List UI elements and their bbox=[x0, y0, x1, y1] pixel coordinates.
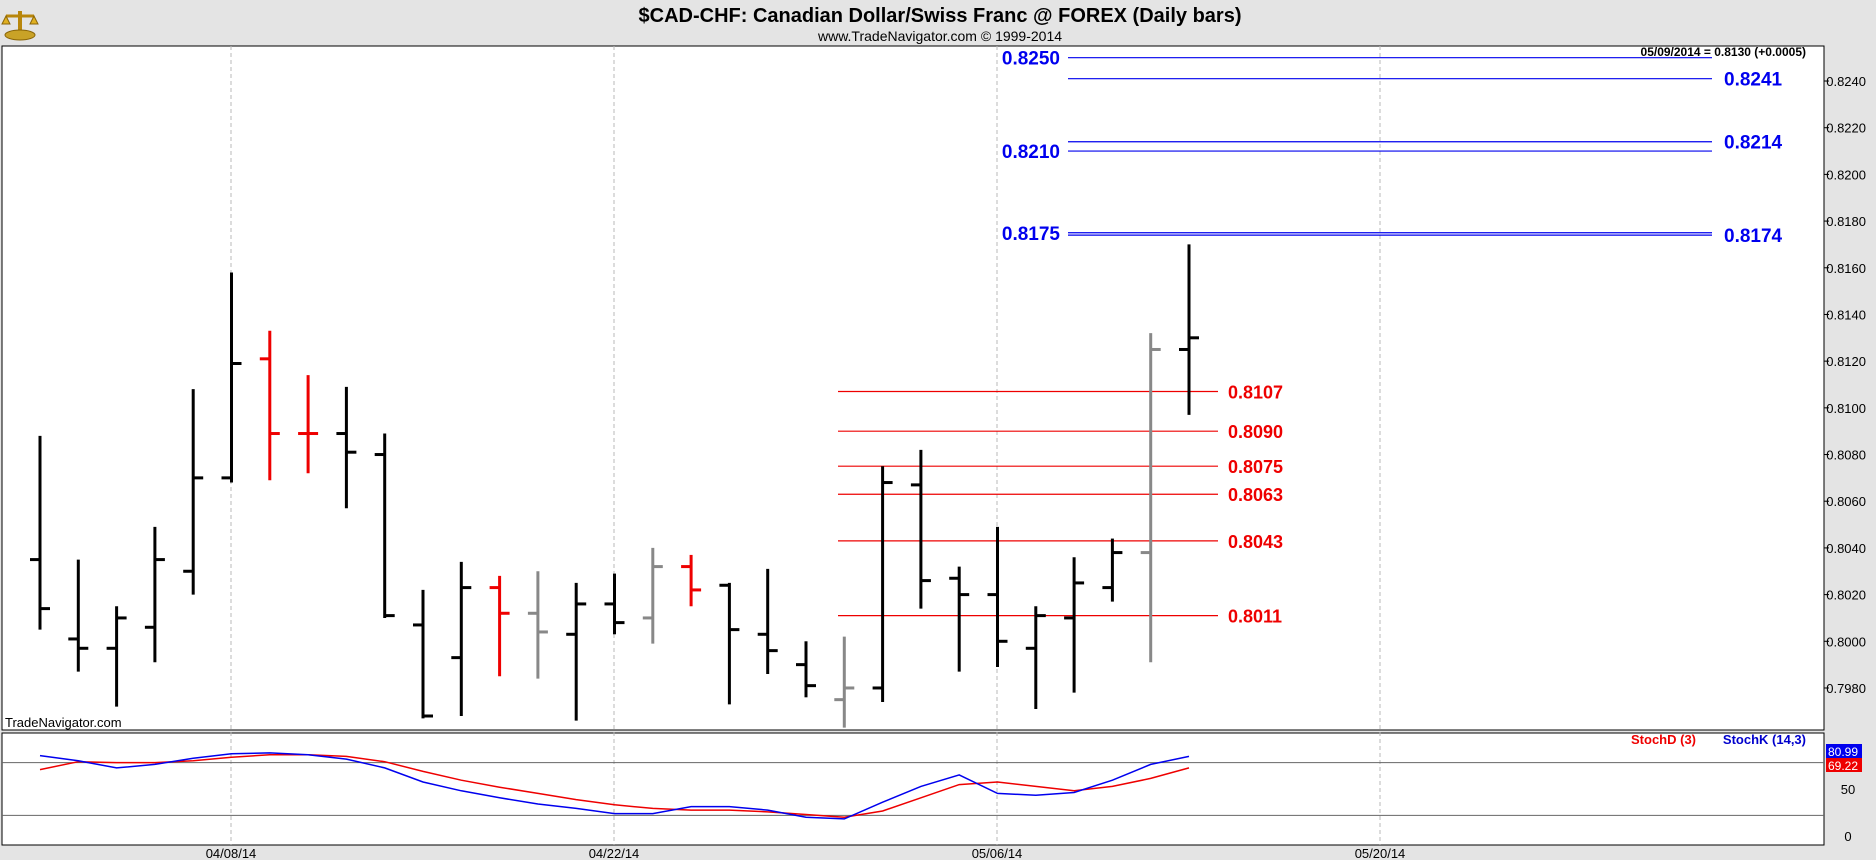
scales-logo-icon bbox=[1, 11, 39, 41]
ohlc-bar bbox=[451, 561, 472, 716]
stochastic-series-line bbox=[39, 753, 1190, 818]
ohlc-bar bbox=[413, 589, 433, 719]
stochk-badge bbox=[1826, 744, 1862, 758]
price-bars bbox=[30, 244, 1199, 728]
ohlc-bar bbox=[1025, 606, 1046, 709]
ohlc-bar bbox=[604, 573, 625, 635]
ohlc-bar bbox=[642, 547, 663, 644]
ohlc-bar bbox=[106, 606, 127, 707]
support-label: 0.8063 bbox=[1228, 485, 1283, 505]
ohlc-bar bbox=[527, 571, 548, 679]
ohlc-bar bbox=[910, 449, 931, 609]
resistance-label: 0.8175 bbox=[1002, 224, 1061, 245]
ohlc-bar bbox=[834, 636, 855, 728]
ohlc-bar bbox=[719, 582, 740, 705]
resistance-label: 0.8250 bbox=[1002, 49, 1060, 70]
price-panel bbox=[1, 45, 1825, 731]
chart-subtitle: www.TradeNavigator.com © 1999-2014 bbox=[817, 28, 1062, 44]
date-tick-label: 05/06/14 bbox=[972, 846, 1023, 860]
ohlc-bar bbox=[681, 554, 702, 607]
ohlc-bar bbox=[987, 526, 1008, 667]
stochastic-lines bbox=[2, 752, 1824, 820]
support-label: 0.8107 bbox=[1228, 383, 1283, 403]
support-label: 0.8011 bbox=[1228, 607, 1282, 627]
support-label: 0.8075 bbox=[1228, 457, 1283, 477]
ohlc-bar bbox=[144, 526, 165, 663]
ohlc-bar bbox=[183, 389, 204, 595]
ohlc-bar bbox=[1102, 538, 1123, 602]
ohlc-bar bbox=[374, 433, 395, 618]
ohlc-bar bbox=[796, 641, 816, 698]
resistance-label: 0.8214 bbox=[1724, 133, 1783, 154]
stochk-badge-value: 80.99 bbox=[1828, 745, 1858, 759]
legend-stochk: StochK (14,3) bbox=[1723, 732, 1806, 747]
support-label: 0.8043 bbox=[1228, 532, 1283, 552]
price-tick-label: 0.8060 bbox=[1826, 494, 1866, 509]
ohlc-bar bbox=[221, 272, 242, 483]
price-tick-label: 0.8200 bbox=[1826, 167, 1866, 182]
ohlc-bar bbox=[1179, 244, 1199, 415]
ohlc-bar bbox=[1140, 333, 1161, 663]
price-tick-label: 0.7980 bbox=[1826, 681, 1866, 696]
chart-title: $CAD-CHF: Canadian Dollar/Swiss Franc @ … bbox=[639, 5, 1242, 27]
date-tick-label: 04/22/14 bbox=[589, 846, 640, 860]
price-tick-label: 0.8040 bbox=[1826, 541, 1866, 556]
ohlc-bar bbox=[872, 466, 893, 702]
resistance-label: 0.8174 bbox=[1724, 226, 1783, 247]
date-tick-label: 05/20/14 bbox=[1355, 846, 1406, 860]
stochastic-tick-label: 50 bbox=[1841, 782, 1855, 797]
ohlc-bar bbox=[566, 582, 587, 721]
stochastic-series-line bbox=[39, 752, 1190, 820]
price-tick-label: 0.8160 bbox=[1826, 261, 1866, 276]
ohlc-bar bbox=[68, 559, 89, 672]
stochd-badge-value: 69.22 bbox=[1828, 759, 1858, 773]
level-lines: 0.8250 0.8241 0.8214 0.8210 0.8175 0.8174 0.81… bbox=[838, 49, 1783, 627]
ohlc-bar bbox=[259, 330, 280, 481]
price-tick-label: 0.8080 bbox=[1826, 448, 1866, 463]
legend-stochd: StochD (3) bbox=[1631, 732, 1696, 747]
ohlc-bar bbox=[1064, 557, 1085, 693]
axis-labels: 04/08/14 04/22/14 05/06/14 05/20/14 0.8240 0.… bbox=[206, 74, 1866, 860]
ohlc-bar bbox=[949, 566, 970, 672]
price-tick-label: 0.8140 bbox=[1826, 307, 1866, 322]
price-tick-label: 0.8120 bbox=[1826, 354, 1866, 369]
ohlc-bar bbox=[298, 375, 319, 474]
price-tick-label: 0.8000 bbox=[1826, 634, 1866, 649]
date-tick-label: 04/08/14 bbox=[206, 846, 257, 860]
ohlc-bar bbox=[336, 386, 357, 509]
resistance-label: 0.8241 bbox=[1724, 70, 1783, 91]
support-label: 0.8090 bbox=[1228, 422, 1283, 442]
price-tick-label: 0.8240 bbox=[1826, 74, 1866, 89]
price-tick-label: 0.8100 bbox=[1826, 401, 1866, 416]
price-tick-label: 0.8020 bbox=[1826, 588, 1866, 603]
ohlc-bar bbox=[757, 568, 778, 674]
stochd-badge bbox=[1826, 758, 1862, 772]
watermark: TradeNavigator.com bbox=[5, 715, 122, 730]
ohlc-bar bbox=[489, 575, 510, 677]
stochastic-tick-label: 0 bbox=[1844, 829, 1851, 844]
resistance-label: 0.8210 bbox=[1002, 142, 1060, 163]
ohlc-bar bbox=[30, 435, 50, 630]
price-tick-label: 0.8180 bbox=[1826, 214, 1866, 229]
price-tick-label: 0.8220 bbox=[1826, 121, 1866, 136]
last-quote: 05/09/2014 = 0.8130 (+0.0005) bbox=[1641, 45, 1806, 59]
